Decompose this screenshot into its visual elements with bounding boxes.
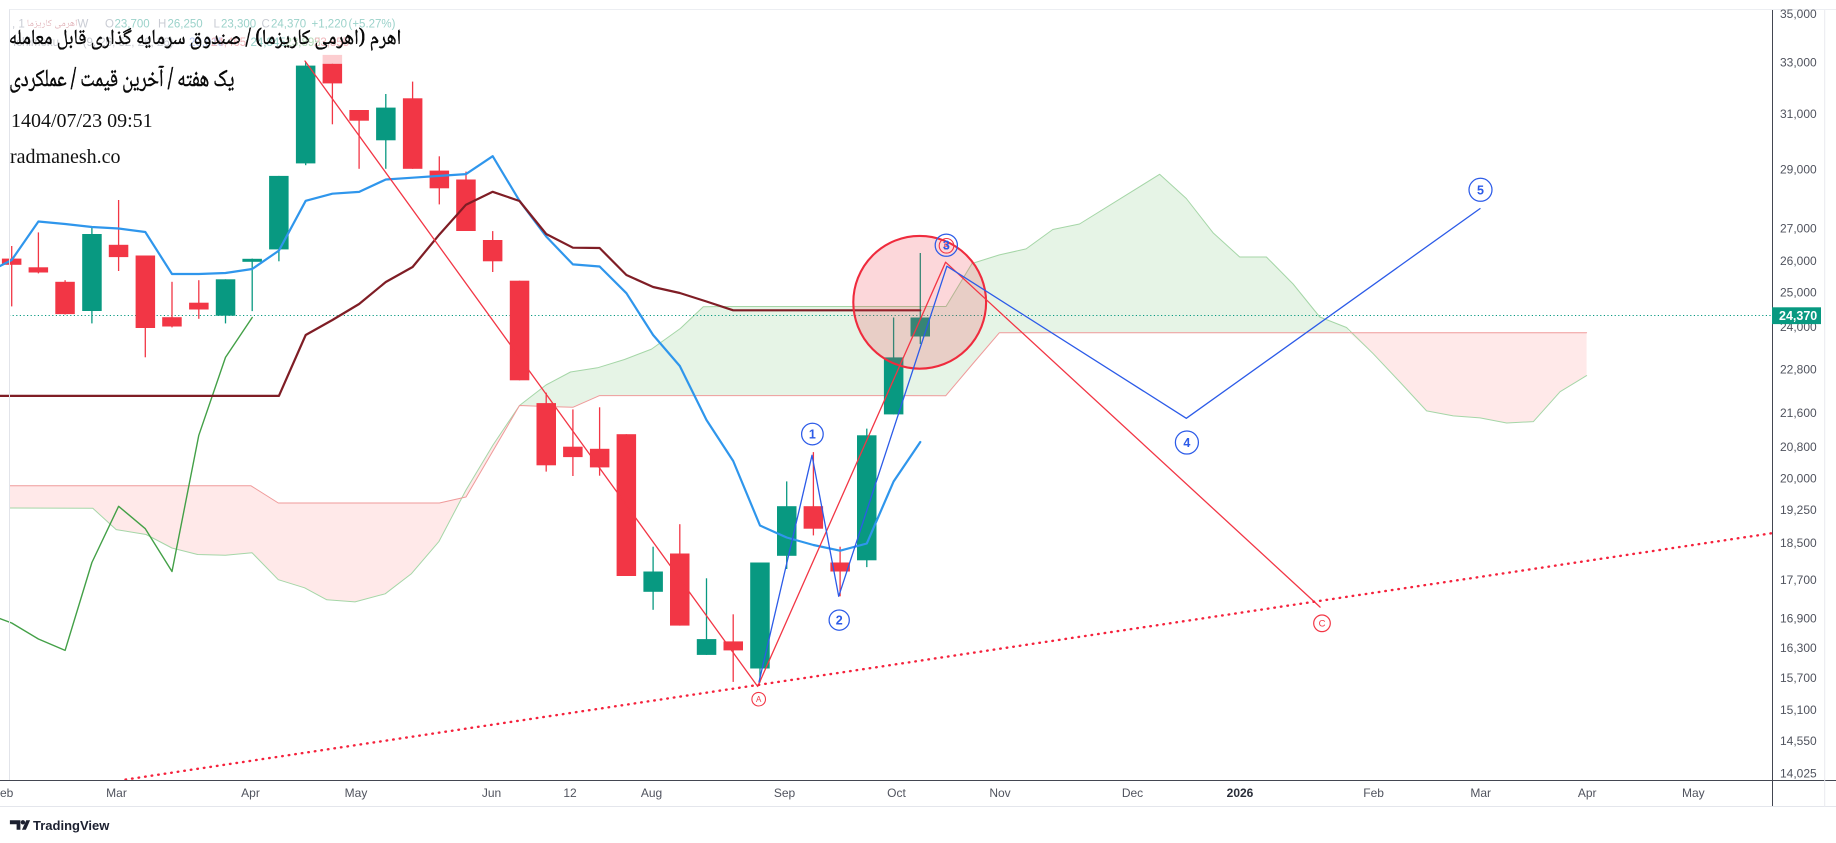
svg-text:A: A — [756, 695, 762, 704]
svg-text:29,000: 29,000 — [1780, 163, 1817, 177]
svg-text:May: May — [345, 786, 368, 800]
svg-text:12: 12 — [563, 786, 577, 800]
svg-text:21,600: 21,600 — [1780, 406, 1817, 420]
svg-text:Aug: Aug — [641, 786, 662, 800]
svg-text:20,000: 20,000 — [1780, 472, 1817, 486]
svg-text:2026: 2026 — [1227, 786, 1254, 800]
svg-text:+1,220: +1,220 — [312, 19, 348, 31]
svg-text:TradingView: TradingView — [33, 818, 110, 833]
svg-text:May: May — [1682, 786, 1705, 800]
svg-text:31,000: 31,000 — [1780, 107, 1817, 121]
svg-text:26,250: 26,250 — [168, 19, 203, 31]
svg-text:Nov: Nov — [989, 786, 1010, 800]
svg-text:H: H — [158, 19, 166, 31]
svg-text:1: 1 — [809, 428, 816, 442]
svg-text:1404/07/23 09:51: 1404/07/23 09:51 — [11, 110, 153, 132]
svg-text:, 1: , 1 — [12, 19, 25, 31]
svg-text:20,800: 20,800 — [1780, 440, 1817, 454]
svg-text:Dec: Dec — [1122, 786, 1143, 800]
svg-text:B: B — [944, 241, 950, 251]
svg-text:16,900: 16,900 — [1780, 612, 1817, 626]
svg-text:Apr: Apr — [241, 786, 260, 800]
svg-text:Mar: Mar — [106, 786, 127, 800]
svg-text:23,700: 23,700 — [115, 19, 150, 31]
svg-text:Mar: Mar — [1470, 786, 1491, 800]
svg-text:C: C — [262, 19, 270, 31]
svg-text:14,025: 14,025 — [1780, 767, 1817, 781]
svg-text:19,250: 19,250 — [1780, 503, 1817, 517]
svg-text:35,000: 35,000 — [1780, 7, 1817, 21]
svg-text:15,700: 15,700 — [1780, 671, 1817, 685]
svg-text:2: 2 — [836, 614, 843, 628]
svg-text:26,000: 26,000 — [1780, 254, 1817, 268]
svg-text:33,000: 33,000 — [1780, 56, 1817, 70]
svg-text:L: L — [214, 19, 221, 31]
svg-text:24,370: 24,370 — [1779, 309, 1817, 323]
svg-text:3: 3 — [943, 239, 950, 253]
svg-text:Jun: Jun — [482, 786, 501, 800]
svg-text:5: 5 — [1477, 183, 1484, 197]
svg-text:Oct: Oct — [887, 786, 906, 800]
svg-text:Feb: Feb — [1363, 786, 1384, 800]
svg-text:C: C — [1319, 618, 1326, 629]
svg-text:W: W — [78, 19, 89, 31]
svg-text:27,000: 27,000 — [1780, 222, 1817, 236]
svg-text:14,550: 14,550 — [1780, 734, 1817, 748]
svg-text:Sep: Sep — [774, 786, 796, 800]
svg-text:15,100: 15,100 — [1780, 703, 1817, 717]
svg-text:25,000: 25,000 — [1780, 286, 1817, 300]
svg-text:(+5.27%): (+5.27%) — [349, 19, 396, 31]
svg-text:Apr: Apr — [1578, 786, 1597, 800]
svg-text:4: 4 — [1183, 436, 1190, 450]
svg-text:16,300: 16,300 — [1780, 641, 1817, 655]
svg-text:radmanesh.co: radmanesh.co — [10, 146, 121, 168]
svg-text:22,800: 22,800 — [1780, 363, 1817, 377]
svg-text:17,700: 17,700 — [1780, 573, 1817, 587]
svg-text:18,500: 18,500 — [1780, 536, 1817, 550]
svg-text:23,300: 23,300 — [221, 19, 256, 31]
svg-text:24,370: 24,370 — [271, 19, 306, 31]
svg-text:Feb: Feb — [0, 786, 14, 800]
svg-text:O: O — [105, 19, 114, 31]
